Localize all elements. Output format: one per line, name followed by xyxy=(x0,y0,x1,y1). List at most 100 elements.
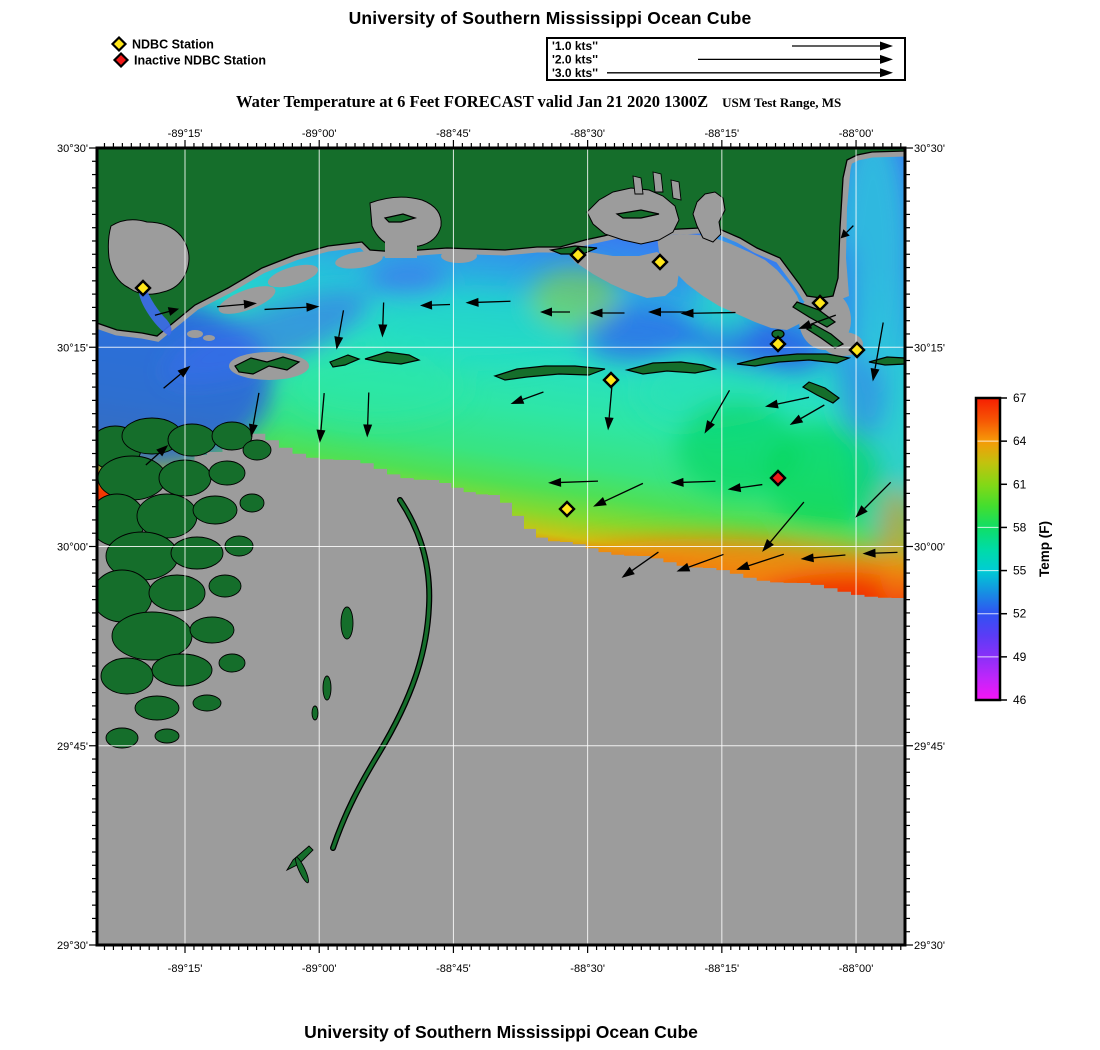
pearl-river-channel xyxy=(138,286,172,336)
y-axis-tick-label: 30°30' xyxy=(914,143,945,155)
current-vector-tail xyxy=(604,482,644,502)
cold-plume-bay-st-louis xyxy=(367,260,447,296)
current-vector xyxy=(264,302,320,312)
current-vector-tail xyxy=(382,302,385,325)
current-vector xyxy=(217,299,257,309)
barrier-islands xyxy=(234,209,905,404)
current-vector xyxy=(465,297,511,307)
ndbc-station-marker xyxy=(811,294,829,312)
subtitle-region: USM Test Range, MS xyxy=(722,95,842,110)
current-vector-tail xyxy=(154,310,170,316)
y-axis-tick-label: 29°45' xyxy=(914,741,945,753)
current-vector-tail xyxy=(693,311,736,314)
inactive-ndbc-station-marker xyxy=(769,469,787,487)
colorbar-tick-label: 61 xyxy=(1013,477,1027,491)
small-island-south xyxy=(285,845,314,872)
current-vector-head xyxy=(465,297,479,307)
subtitle: Water Temperature at 6 Feet FORECAST val… xyxy=(236,92,841,112)
map-frame xyxy=(95,146,907,947)
ndbc-station-marker xyxy=(602,371,620,389)
current-vector-tail xyxy=(431,303,451,306)
vector-scale-arrow xyxy=(698,54,893,64)
vector-scale-label: '1.0 kts'' xyxy=(552,39,598,53)
y-axis-tick-label: 30°00' xyxy=(914,542,945,554)
current-vector-tail xyxy=(217,303,245,308)
colorbar-tick-label: 64 xyxy=(1013,434,1027,448)
colorbar-tick-label: 67 xyxy=(1013,391,1027,405)
y-axis-tick-label: 30°00' xyxy=(57,542,88,554)
current-vector-head xyxy=(316,429,326,443)
ndbc-station-marker xyxy=(651,253,669,271)
current-vector xyxy=(154,307,180,316)
current-vector xyxy=(540,307,570,317)
current-vector-tail xyxy=(846,225,854,233)
x-axis-tick-label: -88°00' xyxy=(839,963,874,975)
vector-scale-arrow-head xyxy=(880,54,893,64)
current-vector-tail xyxy=(320,393,325,431)
x-axis-tick-label: -88°45' xyxy=(436,963,471,975)
current-vector-tail xyxy=(522,391,544,401)
current-vector-head xyxy=(800,553,814,563)
current-vector xyxy=(736,553,784,570)
coastal-flats xyxy=(187,162,863,380)
current-vector-head xyxy=(334,336,344,350)
cat-island xyxy=(234,356,301,375)
current-vector-tail xyxy=(800,404,825,420)
current-vector-head xyxy=(378,324,388,338)
station-legend: NDBC Station Inactive NDBC Station xyxy=(110,35,266,69)
current-vector-head xyxy=(704,420,715,434)
current-vector-head xyxy=(604,417,614,431)
colorbar-tick-label: 52 xyxy=(1013,607,1027,621)
x-axis-tick-label: -89°00' xyxy=(302,128,337,140)
current-vector-head xyxy=(420,300,433,310)
current-vector-tail xyxy=(769,501,805,543)
current-vector-head xyxy=(167,307,180,316)
current-vector xyxy=(800,553,846,563)
ndbc-station-marker xyxy=(558,500,576,518)
current-vector xyxy=(163,365,191,389)
current-vector-tail xyxy=(252,392,260,425)
current-vector xyxy=(862,548,898,558)
current-vector-head xyxy=(855,505,868,518)
current-vector-tail xyxy=(874,322,884,369)
current-vector-head xyxy=(840,229,850,239)
current-vector-head xyxy=(510,395,525,404)
current-vector-head xyxy=(862,548,876,558)
current-vector-tail xyxy=(264,306,307,311)
current-vector xyxy=(676,553,724,572)
current-vector-tail xyxy=(777,396,810,405)
current-vector-tail xyxy=(688,553,724,568)
bay-st-louis-mouth xyxy=(385,242,417,258)
ndbc-station-marker xyxy=(569,246,587,264)
current-vector xyxy=(670,477,716,487)
current-vector xyxy=(855,481,892,518)
current-vector-head xyxy=(648,307,661,317)
current-vector-head xyxy=(540,307,552,317)
colorbar-gradient xyxy=(974,396,1002,702)
current-vector xyxy=(593,482,644,507)
current-vector xyxy=(145,444,169,466)
x-axis-tick-label: -88°15' xyxy=(705,963,740,975)
current-vector xyxy=(727,483,763,493)
current-vector-head xyxy=(762,539,774,552)
y-axis-tick-label: 30°15' xyxy=(914,342,945,354)
y-axis-tick-label: 30°15' xyxy=(57,342,88,354)
current-vector-tail xyxy=(683,480,716,483)
current-vector-head xyxy=(789,414,804,425)
current-vector xyxy=(334,310,345,350)
current-vector-head xyxy=(589,308,603,318)
current-vector-tail xyxy=(710,390,731,423)
estuaries xyxy=(107,171,726,336)
y-axis-tick-label: 29°30' xyxy=(57,940,88,952)
current-vector xyxy=(363,392,373,438)
current-vector xyxy=(420,300,451,310)
legend-active-station-label: NDBC Station xyxy=(132,38,214,52)
colorbar-title: Temp (F) xyxy=(1037,521,1052,577)
current-vector-head xyxy=(548,477,562,487)
current-vector xyxy=(589,308,625,318)
current-vector xyxy=(510,391,544,404)
ndbc-station-marker xyxy=(848,341,866,359)
vector-scale-label: '3.0 kts'' xyxy=(552,66,598,80)
current-vector-head xyxy=(243,299,257,309)
